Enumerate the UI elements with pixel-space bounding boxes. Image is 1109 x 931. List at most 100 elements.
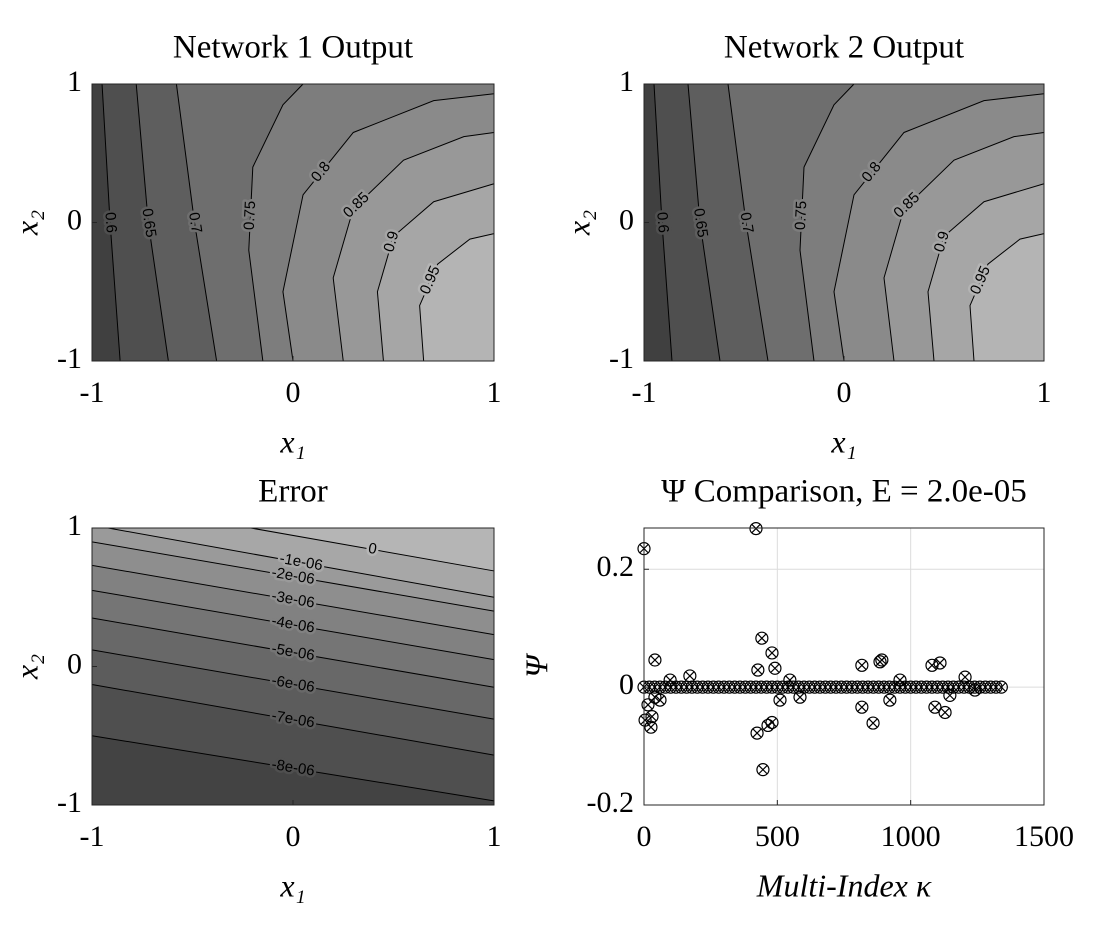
contour-label: 0.7 — [737, 211, 757, 234]
point — [875, 653, 889, 667]
point — [755, 631, 769, 645]
point — [938, 705, 952, 720]
point — [773, 693, 787, 707]
x-tick-label: 1500 — [1014, 820, 1074, 853]
contour-line — [91, 564, 495, 636]
contour-label: 0.7 — [185, 211, 205, 234]
contour-line — [419, 233, 495, 362]
contour-line — [175, 83, 218, 362]
contour-line — [687, 83, 721, 362]
y-tick-label: 0 — [67, 647, 82, 680]
y-tick-label: 0.2 — [597, 550, 635, 583]
contour-line — [969, 233, 1045, 362]
x-tick-label: 500 — [755, 820, 800, 853]
contour-label: 0.75 — [241, 200, 259, 230]
point — [793, 690, 807, 704]
y-tick-label: 0 — [619, 668, 634, 701]
point — [783, 673, 797, 687]
x-tick-label: 0 — [637, 820, 652, 853]
chart-title: Network 1 Output — [173, 30, 413, 66]
y-tick-label: 1 — [619, 65, 634, 98]
y-tick-label: 1 — [67, 65, 82, 98]
point — [883, 693, 897, 707]
contour-line — [91, 649, 495, 720]
axes-frame — [643, 527, 1045, 806]
y-tick-label: -1 — [609, 342, 634, 375]
point — [866, 716, 880, 730]
y-tick-label: -0.2 — [587, 786, 635, 819]
contour-line — [135, 83, 169, 362]
contour-line — [107, 527, 495, 598]
contour-line — [91, 617, 495, 688]
y-tick-label: -1 — [57, 786, 82, 819]
x-tick-label: 0 — [286, 820, 301, 853]
contour-label: 0.6 — [101, 212, 119, 234]
contour-line — [248, 83, 304, 362]
y-axis-label: x₂ — [560, 210, 596, 236]
contour-line — [727, 83, 769, 362]
contour-line — [91, 541, 495, 612]
chart-title: Error — [258, 474, 328, 510]
contour-line — [376, 183, 495, 362]
y-axis-label: x₂ — [8, 210, 44, 236]
contour-line — [833, 93, 1045, 362]
contour-fill — [970, 233, 1044, 361]
point — [765, 646, 779, 660]
point — [751, 663, 765, 677]
plot-background — [644, 528, 1044, 805]
point — [943, 688, 957, 702]
point — [928, 700, 942, 714]
chart-title: Network 2 Output — [724, 30, 964, 66]
contour-line — [799, 83, 855, 362]
point — [749, 521, 763, 536]
contour-fill — [419, 233, 494, 361]
x-tick-label: -1 — [80, 376, 105, 409]
y-tick-label: 0 — [67, 203, 82, 236]
contour-label: 0.6 — [653, 212, 671, 234]
x-tick-label: -1 — [632, 376, 657, 409]
y-tick-label: 1 — [67, 509, 82, 542]
contour-label: 0.75 — [792, 200, 810, 230]
x-tick-label: 0 — [286, 376, 301, 409]
contour-line — [250, 527, 495, 572]
chart-title: Ψ Comparison, E = 2.0e-05 — [661, 474, 1027, 510]
contour-line — [91, 589, 495, 661]
point — [750, 726, 764, 740]
point — [756, 763, 770, 777]
contour-line — [883, 131, 1045, 362]
point — [994, 680, 1008, 694]
point — [893, 673, 907, 687]
point — [933, 656, 947, 670]
contour-fill — [92, 528, 494, 571]
x-tick-label: 0 — [837, 376, 852, 409]
x-tick-label: 1 — [487, 376, 502, 409]
point — [768, 661, 782, 675]
contour-line — [927, 183, 1045, 362]
point — [855, 700, 869, 714]
x-axis-label: x₁ — [279, 423, 305, 459]
point — [683, 669, 697, 683]
point — [663, 673, 677, 687]
point — [855, 658, 869, 672]
y-tick-label: -1 — [57, 342, 82, 375]
y-tick-label: 0 — [619, 203, 634, 236]
contour-line — [653, 83, 673, 362]
x-axis-label: x₁ — [279, 867, 305, 903]
x-tick-label: 1 — [1037, 376, 1052, 409]
point — [644, 720, 658, 734]
contour-line — [91, 735, 495, 802]
contour-line — [332, 131, 495, 362]
point — [765, 715, 779, 730]
x-tick-label: 1000 — [881, 820, 941, 853]
contour-line — [282, 93, 495, 362]
x-tick-label: -1 — [80, 820, 105, 853]
x-axis-label: x₁ — [830, 423, 856, 459]
point — [638, 713, 652, 727]
x-axis-label: Multi-Index κ — [756, 867, 932, 903]
x-tick-label: 1 — [487, 820, 502, 853]
y-axis-label: x₂ — [8, 654, 44, 680]
y-axis-label: Ψ — [518, 653, 554, 678]
contour-line — [101, 83, 121, 362]
point — [648, 653, 662, 667]
